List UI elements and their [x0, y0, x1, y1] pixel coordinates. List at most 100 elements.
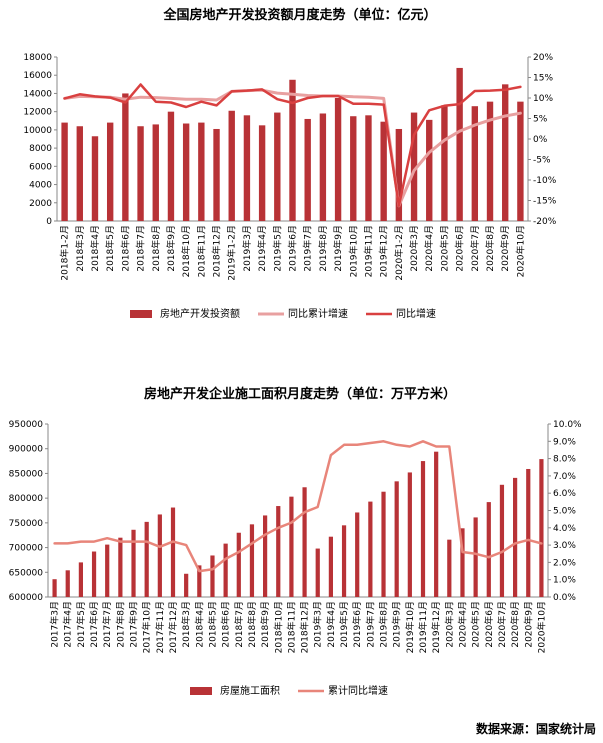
left-tick-label: 900000 — [9, 445, 44, 455]
x-tick-label: 2019年6月 — [351, 601, 363, 648]
right-tick-label: 0.0% — [553, 593, 576, 603]
legend-label: 同比增速 — [396, 307, 436, 320]
x-tick-label: 2019年11月 — [417, 601, 429, 653]
x-tick-label: 2019年8月 — [378, 601, 390, 648]
x-tick-label: 2018年11月 — [195, 225, 207, 277]
right-tick-label: 9.0% — [553, 437, 576, 447]
bar — [91, 136, 99, 221]
bar — [184, 573, 189, 597]
bar — [52, 579, 57, 597]
x-tick-label: 2018年12月 — [299, 601, 311, 653]
x-tick-label: 2019年6月 — [287, 225, 299, 272]
bar — [236, 532, 241, 597]
bar — [302, 487, 307, 597]
bar — [380, 121, 387, 221]
x-tick-label: 2018年12月 — [211, 225, 223, 277]
x-tick-label: 2020年5月 — [470, 601, 482, 648]
left-tick-label: 18000 — [23, 53, 52, 63]
bar — [118, 537, 123, 597]
bar — [368, 501, 373, 597]
right-tick-label: 1.0% — [553, 576, 576, 586]
bar — [76, 126, 83, 221]
left-tick-label: 600000 — [9, 593, 44, 603]
right-tick-label: 7.0% — [553, 472, 576, 482]
x-tick-label: 2019年9月 — [391, 601, 403, 648]
source-note: 数据来源：国家统计局 — [476, 721, 596, 736]
x-tick-label: 2019年7月 — [364, 601, 376, 648]
right-tick-label: 10% — [533, 94, 553, 104]
chart-title: 全国房地产开发投资额月度走势（单位：亿元） — [162, 7, 436, 23]
x-tick-label: 2020年5月 — [438, 225, 450, 272]
x-tick-label: 2017年7月 — [101, 601, 113, 648]
x-tick-label: 2020年10月 — [535, 601, 547, 653]
series-line — [53, 440, 543, 573]
bar — [210, 555, 215, 597]
bar — [170, 507, 176, 597]
x-tick-label: 2019年10月 — [404, 601, 416, 653]
left-tick-label: 700000 — [9, 544, 44, 554]
left-tick-label: 4000 — [29, 181, 52, 191]
bar — [486, 101, 494, 221]
x-tick-label: 2017年6月 — [88, 601, 100, 648]
bar — [447, 539, 452, 597]
x-tick-label: 2019年11月 — [362, 225, 374, 277]
construction-area-chart: 房地产开发企业施工面积月度走势（单位：万平方米） 600000 650000 7000… — [9, 386, 596, 736]
bar — [526, 468, 531, 597]
x-tick-label: 2017年12月 — [167, 601, 179, 653]
x-tick-label: 2018年3月 — [180, 601, 192, 648]
bar — [105, 544, 110, 597]
right-tick-label: 15% — [533, 74, 553, 84]
x-tick-label: 2020年7月 — [469, 225, 481, 272]
right-tick-label: 2.0% — [553, 558, 576, 568]
x-tick-label: 2018年9月 — [259, 601, 271, 648]
x-tick-label: 2017年8月 — [114, 601, 126, 648]
left-tick-label: 950000 — [9, 420, 44, 430]
bar — [315, 548, 320, 597]
bar — [65, 570, 70, 597]
left-tick-label: 16000 — [23, 71, 52, 81]
x-tick-label: 2018年10月 — [180, 225, 192, 277]
bar — [456, 67, 463, 221]
x-tick-label: 2019年10月 — [347, 225, 359, 277]
legend-swatch — [190, 687, 212, 695]
left-tick-label: 12000 — [23, 108, 52, 118]
bar — [131, 529, 136, 597]
series-line — [63, 88, 522, 208]
x-tick-label: 2018年8月 — [246, 601, 258, 648]
bar — [258, 125, 266, 221]
x-tick-label: 2020年9月 — [499, 225, 511, 272]
bar — [486, 502, 491, 597]
x-tick-label: 2019年8月 — [317, 225, 329, 272]
right-tick-label: -5% — [533, 156, 551, 166]
bar — [276, 506, 281, 597]
x-tick-label: 2018年6月 — [119, 225, 131, 272]
x-tick-label: 2018年9月 — [165, 225, 177, 272]
bar — [420, 461, 426, 597]
bar — [144, 521, 149, 597]
right-tick-label: 10.0% — [553, 420, 582, 430]
x-tick-label: 2019年9月 — [332, 225, 344, 272]
bar — [289, 79, 296, 222]
bar — [197, 565, 202, 597]
series-line — [63, 83, 522, 208]
left-tick-label: 800000 — [9, 494, 44, 504]
bar — [328, 536, 333, 597]
x-tick-label: 2018年3月 — [74, 225, 86, 272]
x-tick-label: 2018年6月 — [220, 601, 232, 648]
legend-label: 房屋施工面积 — [220, 684, 280, 697]
bar — [274, 112, 281, 221]
bar — [289, 496, 294, 597]
chart-title: 房地产开发企业施工面积月度走势（单位：万平方米） — [144, 386, 456, 402]
bar — [460, 528, 465, 597]
left-tick-label: 750000 — [9, 519, 44, 529]
bar — [61, 122, 68, 221]
bar — [223, 543, 228, 597]
left-tick-label: 650000 — [9, 568, 44, 578]
x-tick-label: 2019年3月 — [241, 225, 253, 272]
bar — [249, 524, 255, 597]
right-tick-label: 4.0% — [553, 524, 576, 534]
bar — [182, 123, 190, 221]
x-tick-label: 2018年7月 — [233, 601, 245, 648]
bar — [407, 472, 412, 597]
x-tick-label: 2020年10月 — [514, 225, 526, 277]
